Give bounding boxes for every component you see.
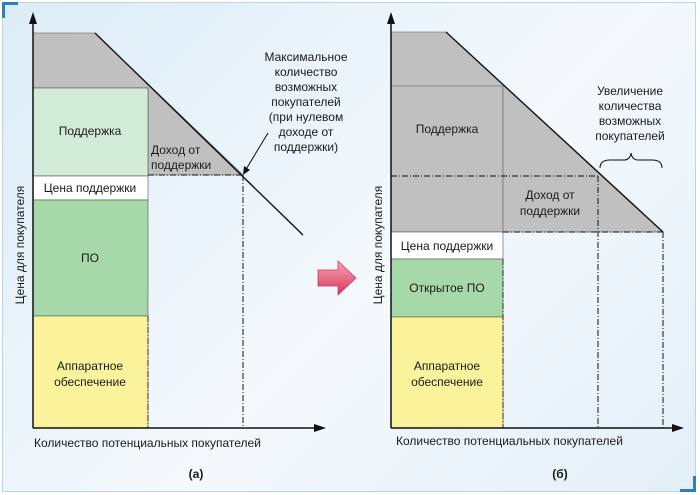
left-x-axis-label: Количество потенциальных покупателей — [34, 436, 261, 450]
left-support-price-block — [32, 175, 149, 201]
left-annotation-arrowhead — [243, 166, 250, 175]
left-support-income-line1: Доход от — [151, 143, 201, 157]
diagram-right: Поддержка Доход от поддержки Цена поддер… — [371, 12, 684, 481]
left-annotation-line-5: (при нулевом — [269, 110, 343, 124]
right-support-income-line2: поддержки — [520, 204, 580, 218]
right-x-axis-arrowhead — [672, 424, 684, 432]
left-hardware-label-line2: обеспечение — [54, 375, 126, 389]
left-caption: (а) — [189, 467, 204, 481]
right-annotation-line-4: покупателей — [595, 129, 664, 143]
left-hardware-label-line1: Аппаратное — [57, 359, 124, 373]
frame-corner-top-left — [2, 2, 18, 18]
left-annotation-line-1: Максимальное — [264, 50, 347, 64]
diagram-left: Поддержка Цена поддержки ПО Аппаратное о… — [13, 12, 348, 481]
right-y-axis-label: Цена для покупателя — [371, 186, 385, 305]
left-software-label: ПО — [81, 251, 99, 265]
right-software-label: Открытое ПО — [409, 281, 484, 295]
right-demand-line — [445, 31, 664, 233]
left-y-axis-arrowhead — [29, 12, 37, 24]
right-x-axis-label: Количество потенциальных покупателей — [396, 434, 623, 448]
left-annotation-line-2: количество — [275, 65, 338, 79]
left-software-block — [32, 199, 149, 317]
left-annotation-line-6: доходе от — [279, 125, 334, 139]
left-support-block — [32, 87, 149, 177]
left-x-axis-arrowhead — [314, 424, 326, 432]
right-hardware-label-line2: обеспечение — [411, 375, 483, 389]
left-annotation-line-4: покупателей — [271, 95, 340, 109]
right-support-price-block — [390, 231, 504, 260]
left-annotation-pointer — [244, 132, 269, 172]
left-support-label: Поддержка — [59, 124, 122, 138]
right-annotation-line-3: возможных — [599, 114, 661, 128]
left-y-axis-label: Цена для покупателя — [13, 186, 27, 305]
left-annotation-line-7: поддержки) — [274, 140, 338, 154]
right-software-block — [390, 258, 504, 318]
right-support-income-line1: Доход от — [525, 188, 575, 202]
right-y-axis-arrowhead — [387, 12, 395, 24]
right-annotation-line-2: количества — [599, 99, 662, 113]
right-support-label: Поддержка — [416, 122, 479, 136]
left-demand-line — [94, 32, 304, 236]
transition-arrow — [317, 260, 357, 296]
right-support-price-label: Цена поддержки — [401, 239, 493, 253]
left-annotation-line-3: возможных — [275, 80, 337, 94]
right-hardware-label-line1: Аппаратное — [414, 359, 481, 373]
right-annotation-line-1: Увеличение — [597, 84, 663, 98]
left-support-price-label: Цена поддержки — [44, 181, 136, 195]
right-caption: (б) — [552, 467, 567, 481]
right-increase-brace — [599, 152, 663, 169]
frame-corner-bottom-right — [680, 476, 696, 492]
left-support-income-line2: поддержки — [151, 158, 211, 172]
